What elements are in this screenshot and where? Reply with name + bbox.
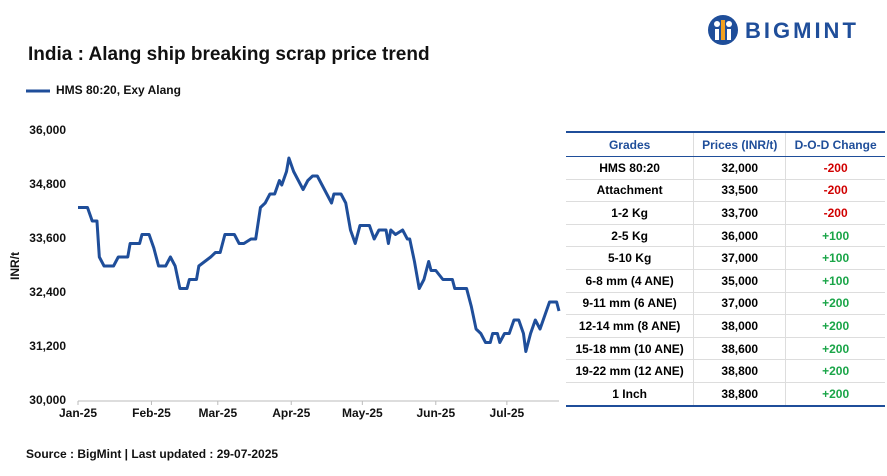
table-row: Attachment 33,500 -200 [566, 178, 885, 202]
header-cell: Prices (INR/t) [693, 132, 786, 157]
table-row: 19-22 mm (12 ANE) 38,800 +200 [566, 359, 885, 383]
table-row: 1-2 Kg 33,700 -200 [566, 201, 885, 225]
table-cell: -200 [785, 201, 885, 225]
table-cell: 9-11 mm (6 ANE) [566, 291, 694, 315]
table-cell: 37,000 [693, 291, 786, 315]
y-tick-label: 34,800 [29, 177, 66, 191]
table-row: 9-11 mm (6 ANE) 37,000 +200 [566, 291, 885, 315]
table-cell: -200 [785, 156, 885, 180]
table-cell: 38,000 [693, 314, 786, 338]
y-tick-label: 31,200 [29, 339, 66, 353]
x-tick-label: May-25 [342, 406, 383, 420]
table-cell: 6-8 mm (4 ANE) [566, 268, 694, 293]
table-cell: 38,800 [693, 359, 786, 383]
line-series [78, 156, 561, 353]
table-cell: 5-10 Kg [566, 246, 694, 270]
table-cell: +200 [785, 381, 885, 406]
y-tick-label: 33,600 [29, 231, 66, 245]
price-table: Grades Prices (INR/t) D-O-D Change HMS 80:2… [566, 131, 885, 407]
x-tick-label: Mar-25 [198, 406, 237, 420]
chart-title: India : Alang ship breaking scrap price … [28, 44, 430, 65]
x-tick-label: Jun-25 [416, 406, 455, 420]
table-row: 5-10 Kg 37,000 +100 [566, 246, 885, 270]
table-cell: +200 [785, 336, 885, 360]
table-cell: Attachment [566, 178, 694, 202]
table-cell: 19-22 mm (12 ANE) [566, 359, 694, 383]
legend-label: HMS 80:20, Exy Alang [56, 83, 181, 97]
table-cell: 1 Inch [566, 381, 694, 406]
y-axis-label: INR/t [8, 252, 22, 280]
table-cell: 15-18 mm (10 ANE) [566, 336, 694, 360]
x-tick-label: Jan-25 [59, 406, 97, 420]
table-row: 12-14 mm (8 ANE) 38,000 +200 [566, 314, 885, 338]
table-cell: +200 [785, 314, 885, 338]
y-tick-label: 36,000 [29, 123, 66, 137]
table-cell: 36,000 [693, 223, 786, 247]
table-cell: 12-14 mm (8 ANE) [566, 314, 694, 338]
table-row: 2-5 Kg 36,000 +100 [566, 223, 885, 247]
table-cell: 33,700 [693, 201, 786, 225]
table-row: 15-18 mm (10 ANE) 38,600 +200 [566, 336, 885, 360]
x-tick-label: Jul-25 [490, 406, 525, 420]
table-cell: HMS 80:20 [566, 156, 694, 180]
table-row: HMS 80:20 32,000 -200 [566, 156, 885, 180]
logo-icon [708, 15, 738, 45]
header-cell: Grades [566, 132, 694, 157]
table-cell: +100 [785, 223, 885, 247]
table-header: Grades Prices (INR/t) D-O-D Change [566, 132, 885, 157]
table-row: 6-8 mm (4 ANE) 35,000 +100 [566, 268, 885, 293]
table-cell: 33,500 [693, 178, 786, 202]
x-tick-label: Apr-25 [272, 406, 310, 420]
y-tick-label: 32,400 [29, 285, 66, 299]
table-cell: 37,000 [693, 246, 786, 270]
table-cell: +200 [785, 359, 885, 383]
source: Source : BigMint | Last updated : 29-07-… [26, 447, 278, 461]
logo: BIGMINT [745, 18, 859, 43]
table-cell: 1-2 Kg [566, 201, 694, 225]
table-cell: 2-5 Kg [566, 223, 694, 247]
table-cell: -200 [785, 178, 885, 202]
table-row: 1 Inch 38,800 +200 [566, 381, 885, 406]
header-cell: D-O-D Change [785, 132, 885, 157]
table-cell: 35,000 [693, 268, 786, 293]
table-cell: 32,000 [693, 156, 786, 180]
table-cell: 38,800 [693, 381, 786, 406]
y-tick-label: 30,000 [29, 393, 66, 407]
table-cell: +100 [785, 246, 885, 270]
table-cell: 38,600 [693, 336, 786, 360]
x-tick-label: Feb-25 [132, 406, 171, 420]
table-cell: +200 [785, 291, 885, 315]
table-cell: +100 [785, 268, 885, 293]
